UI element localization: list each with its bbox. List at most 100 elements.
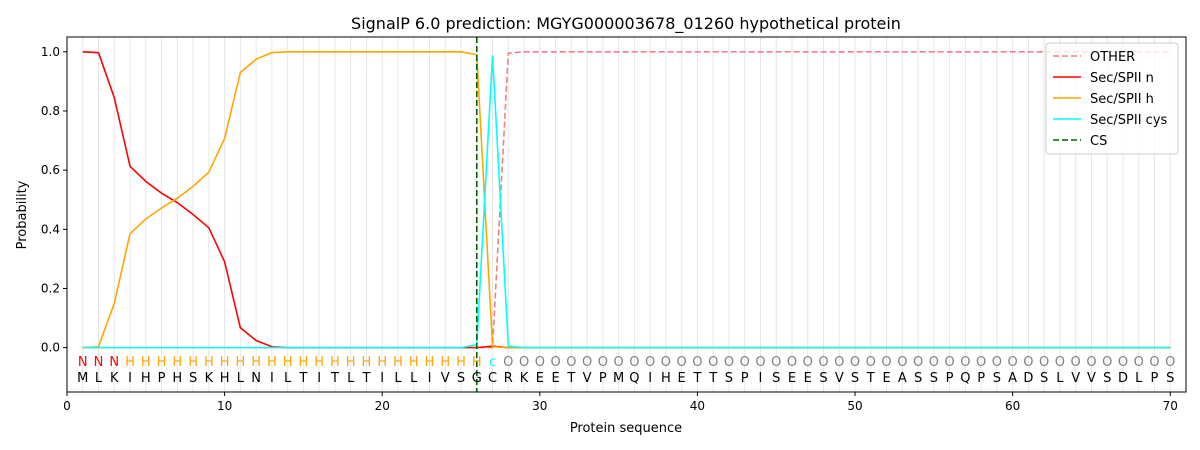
annotation-label: H bbox=[157, 355, 167, 370]
annotation-label: O bbox=[881, 355, 891, 370]
annotation-label: O bbox=[1086, 355, 1096, 370]
residue-label: S bbox=[772, 371, 780, 386]
residue-label: T bbox=[330, 371, 339, 386]
annotation-label: O bbox=[550, 355, 560, 370]
annotation-label: H bbox=[267, 355, 277, 370]
residue-label: S bbox=[819, 371, 827, 386]
residue-label: S bbox=[1103, 371, 1111, 386]
residue-label: P bbox=[599, 371, 607, 386]
annotation-label: H bbox=[362, 355, 372, 370]
annotation-label: O bbox=[519, 355, 529, 370]
residue-label: V bbox=[441, 371, 450, 386]
annotation-label: N bbox=[78, 355, 88, 370]
annotation-label: H bbox=[456, 355, 466, 370]
residue-label: E bbox=[882, 371, 890, 386]
annotation-label: O bbox=[1149, 355, 1159, 370]
residue-label: S bbox=[725, 371, 733, 386]
series-line-2 bbox=[82, 50, 1171, 349]
legend-label-0: OTHER bbox=[1090, 50, 1135, 65]
annotation-label: H bbox=[377, 355, 387, 370]
residue-label: S bbox=[457, 371, 465, 386]
residue-label: S bbox=[851, 371, 859, 386]
residue-label: V bbox=[583, 371, 592, 386]
residue-label: T bbox=[866, 371, 875, 386]
annotation-label: O bbox=[787, 355, 797, 370]
residue-label: L bbox=[237, 371, 245, 386]
residue-label: H bbox=[141, 371, 151, 386]
annotation-label: H bbox=[220, 355, 230, 370]
residue-label: S bbox=[1040, 371, 1048, 386]
annotation-label: O bbox=[1039, 355, 1049, 370]
residue-label: T bbox=[298, 371, 307, 386]
residue-label: S bbox=[930, 371, 938, 386]
residue-label: M bbox=[77, 371, 88, 386]
legend-label-1: Sec/SPII n bbox=[1090, 71, 1154, 86]
residue-label: I bbox=[317, 371, 321, 386]
y-tick-label: 0.8 bbox=[41, 104, 60, 118]
annotation-label: O bbox=[1134, 355, 1144, 370]
annotation-label: O bbox=[645, 355, 655, 370]
residue-label: L bbox=[394, 371, 402, 386]
residue-label: S bbox=[189, 371, 197, 386]
residue-label: I bbox=[380, 371, 384, 386]
chart-title: SignalP 6.0 prediction: MGYG000003678_01… bbox=[351, 14, 901, 34]
annotation-label: O bbox=[960, 355, 970, 370]
residue-label: E bbox=[551, 371, 559, 386]
y-axis-ticks: 0.0 0.2 0.4 0.6 0.8 1.0 bbox=[41, 45, 67, 355]
annotation-label: H bbox=[409, 355, 419, 370]
plot-frame bbox=[66, 36, 1187, 393]
y-tick-label: 0.2 bbox=[41, 281, 60, 295]
annotation-label: O bbox=[1008, 355, 1018, 370]
annotation-label: O bbox=[629, 355, 639, 370]
residue-label: N bbox=[251, 371, 261, 386]
legend-label-3: Sec/SPII cys bbox=[1090, 113, 1168, 128]
residue-label: K bbox=[205, 371, 214, 386]
residue-label: I bbox=[270, 371, 274, 386]
residue-label: E bbox=[788, 371, 796, 386]
residue-label: T bbox=[692, 371, 701, 386]
annotation-label: H bbox=[330, 355, 340, 370]
annotation-label: O bbox=[566, 355, 576, 370]
residue-label: L bbox=[1056, 371, 1064, 386]
annotation-label: O bbox=[692, 355, 702, 370]
residue-label: P bbox=[977, 371, 985, 386]
annotation-label: H bbox=[125, 355, 135, 370]
y-axis-label: Probability bbox=[15, 180, 30, 249]
residue-label: P bbox=[158, 371, 166, 386]
annotation-label: O bbox=[1118, 355, 1128, 370]
x-tick-label: 30 bbox=[532, 399, 547, 413]
annotation-label: O bbox=[677, 355, 687, 370]
annotation-label: H bbox=[472, 355, 482, 370]
annotation-label: O bbox=[992, 355, 1002, 370]
annotation-label: O bbox=[944, 355, 954, 370]
annotation-label: H bbox=[425, 355, 435, 370]
annotation-label: O bbox=[598, 355, 608, 370]
annotation-label: H bbox=[141, 355, 151, 370]
annotation-label: c bbox=[489, 355, 496, 370]
series-line-0 bbox=[82, 50, 1171, 349]
legend-label-4: CS bbox=[1090, 134, 1107, 149]
annotation-label: H bbox=[283, 355, 293, 370]
annotation-label: H bbox=[440, 355, 450, 370]
annotation-label: O bbox=[661, 355, 671, 370]
x-tick-label: 50 bbox=[847, 399, 862, 413]
annotation-label: O bbox=[1165, 355, 1175, 370]
x-tick-label: 10 bbox=[217, 399, 232, 413]
residue-label: I bbox=[428, 371, 432, 386]
annotation-label: O bbox=[976, 355, 986, 370]
series-line-3 bbox=[82, 55, 1171, 349]
residue-label: L bbox=[95, 371, 103, 386]
residue-label: D bbox=[1118, 371, 1128, 386]
annotation-label: O bbox=[1071, 355, 1081, 370]
residue-label: E bbox=[804, 371, 812, 386]
residue-label: E bbox=[536, 371, 544, 386]
residue-label: S bbox=[1166, 371, 1174, 386]
residue-label: I bbox=[759, 371, 763, 386]
legend-box bbox=[1045, 42, 1179, 155]
annotation-label: N bbox=[94, 355, 104, 370]
residue-label: A bbox=[1008, 371, 1017, 386]
residue-label: I bbox=[648, 371, 652, 386]
residue-label: V bbox=[835, 371, 844, 386]
